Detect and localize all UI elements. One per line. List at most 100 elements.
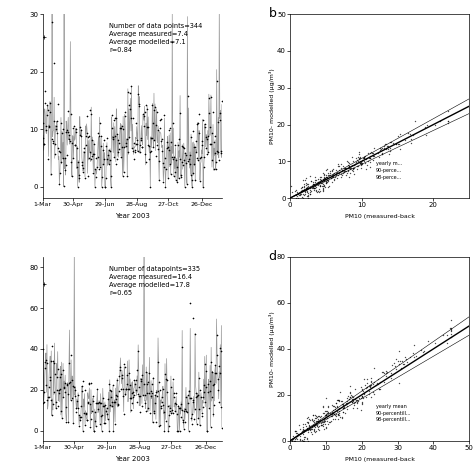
Point: [322, 173, 330, 181]
Point: [323, 165, 330, 173]
Point: [305, 416, 313, 423]
Point: [346, 164, 354, 172]
Point: [365, 155, 373, 162]
Point: [356, 155, 363, 162]
Point: [330, 410, 338, 418]
Point: [329, 410, 337, 417]
Point: [338, 397, 346, 405]
Point: [319, 181, 327, 188]
Point: [309, 184, 316, 191]
Point: [314, 415, 322, 423]
Point: [318, 421, 326, 428]
Point: [383, 373, 390, 380]
Point: [386, 144, 394, 151]
Point: [330, 410, 338, 418]
Point: [315, 188, 323, 196]
Point: [297, 190, 305, 198]
Point: [407, 130, 414, 137]
Point: [317, 180, 325, 187]
Point: [439, 331, 447, 339]
Point: [386, 147, 393, 155]
Point: [331, 403, 339, 411]
Point: [318, 179, 326, 187]
Point: [367, 374, 374, 382]
Point: [336, 409, 343, 417]
Point: [352, 158, 359, 166]
Point: [363, 383, 371, 391]
Point: [369, 388, 376, 396]
Point: [342, 400, 350, 408]
Point: [291, 437, 298, 445]
Point: [302, 179, 310, 186]
Point: [328, 178, 336, 185]
Point: [322, 171, 330, 179]
Point: [355, 153, 362, 161]
Point: [447, 316, 455, 324]
Point: [357, 383, 365, 391]
Point: [346, 164, 353, 172]
Point: [375, 385, 383, 393]
Text: Number of datapoints=335
Average measured=16.4
Average modelled=17.8
r=0.65: Number of datapoints=335 Average measure…: [109, 266, 200, 296]
Point: [366, 150, 374, 157]
Point: [311, 173, 319, 181]
Point: [319, 175, 327, 183]
Point: [388, 138, 395, 146]
Point: [292, 434, 300, 442]
Point: [319, 169, 327, 177]
Point: [357, 407, 365, 414]
Point: [320, 174, 328, 182]
Point: [308, 430, 316, 438]
Point: [310, 418, 318, 426]
Point: [337, 170, 345, 178]
Point: [344, 392, 352, 400]
Point: [304, 428, 312, 436]
Point: [315, 179, 323, 187]
Point: [314, 412, 321, 419]
Point: [333, 396, 341, 403]
Point: [444, 117, 452, 124]
Point: [310, 422, 318, 429]
Point: [315, 423, 322, 431]
Point: [349, 157, 356, 165]
Point: [367, 148, 375, 155]
Point: [309, 179, 316, 186]
Point: [313, 417, 320, 425]
Point: [336, 169, 343, 177]
Point: [297, 188, 304, 196]
Point: [403, 358, 410, 366]
Point: [350, 170, 357, 177]
Point: [349, 153, 356, 161]
Point: [318, 177, 326, 184]
Point: [348, 166, 356, 174]
Point: [293, 188, 301, 195]
Point: [336, 166, 343, 174]
Point: [319, 177, 326, 184]
Point: [378, 144, 386, 151]
Point: [344, 158, 351, 166]
Point: [332, 406, 339, 413]
Point: [312, 183, 319, 191]
Point: [349, 164, 356, 172]
Point: [369, 150, 377, 157]
Point: [302, 185, 310, 192]
Point: [337, 164, 345, 172]
Point: [318, 419, 325, 427]
Point: [309, 182, 317, 190]
Point: [335, 398, 343, 405]
Point: [339, 409, 347, 416]
Point: [313, 413, 320, 420]
Point: [347, 391, 355, 399]
Point: [358, 399, 366, 406]
Point: [352, 161, 359, 168]
Point: [292, 186, 300, 194]
Point: [392, 355, 400, 363]
Point: [401, 353, 409, 361]
Point: [310, 425, 318, 433]
Point: [290, 435, 297, 443]
Point: [366, 381, 374, 388]
Point: [296, 436, 304, 443]
Point: [365, 388, 373, 395]
Point: [315, 417, 322, 425]
Point: [357, 160, 365, 168]
Point: [326, 168, 334, 175]
